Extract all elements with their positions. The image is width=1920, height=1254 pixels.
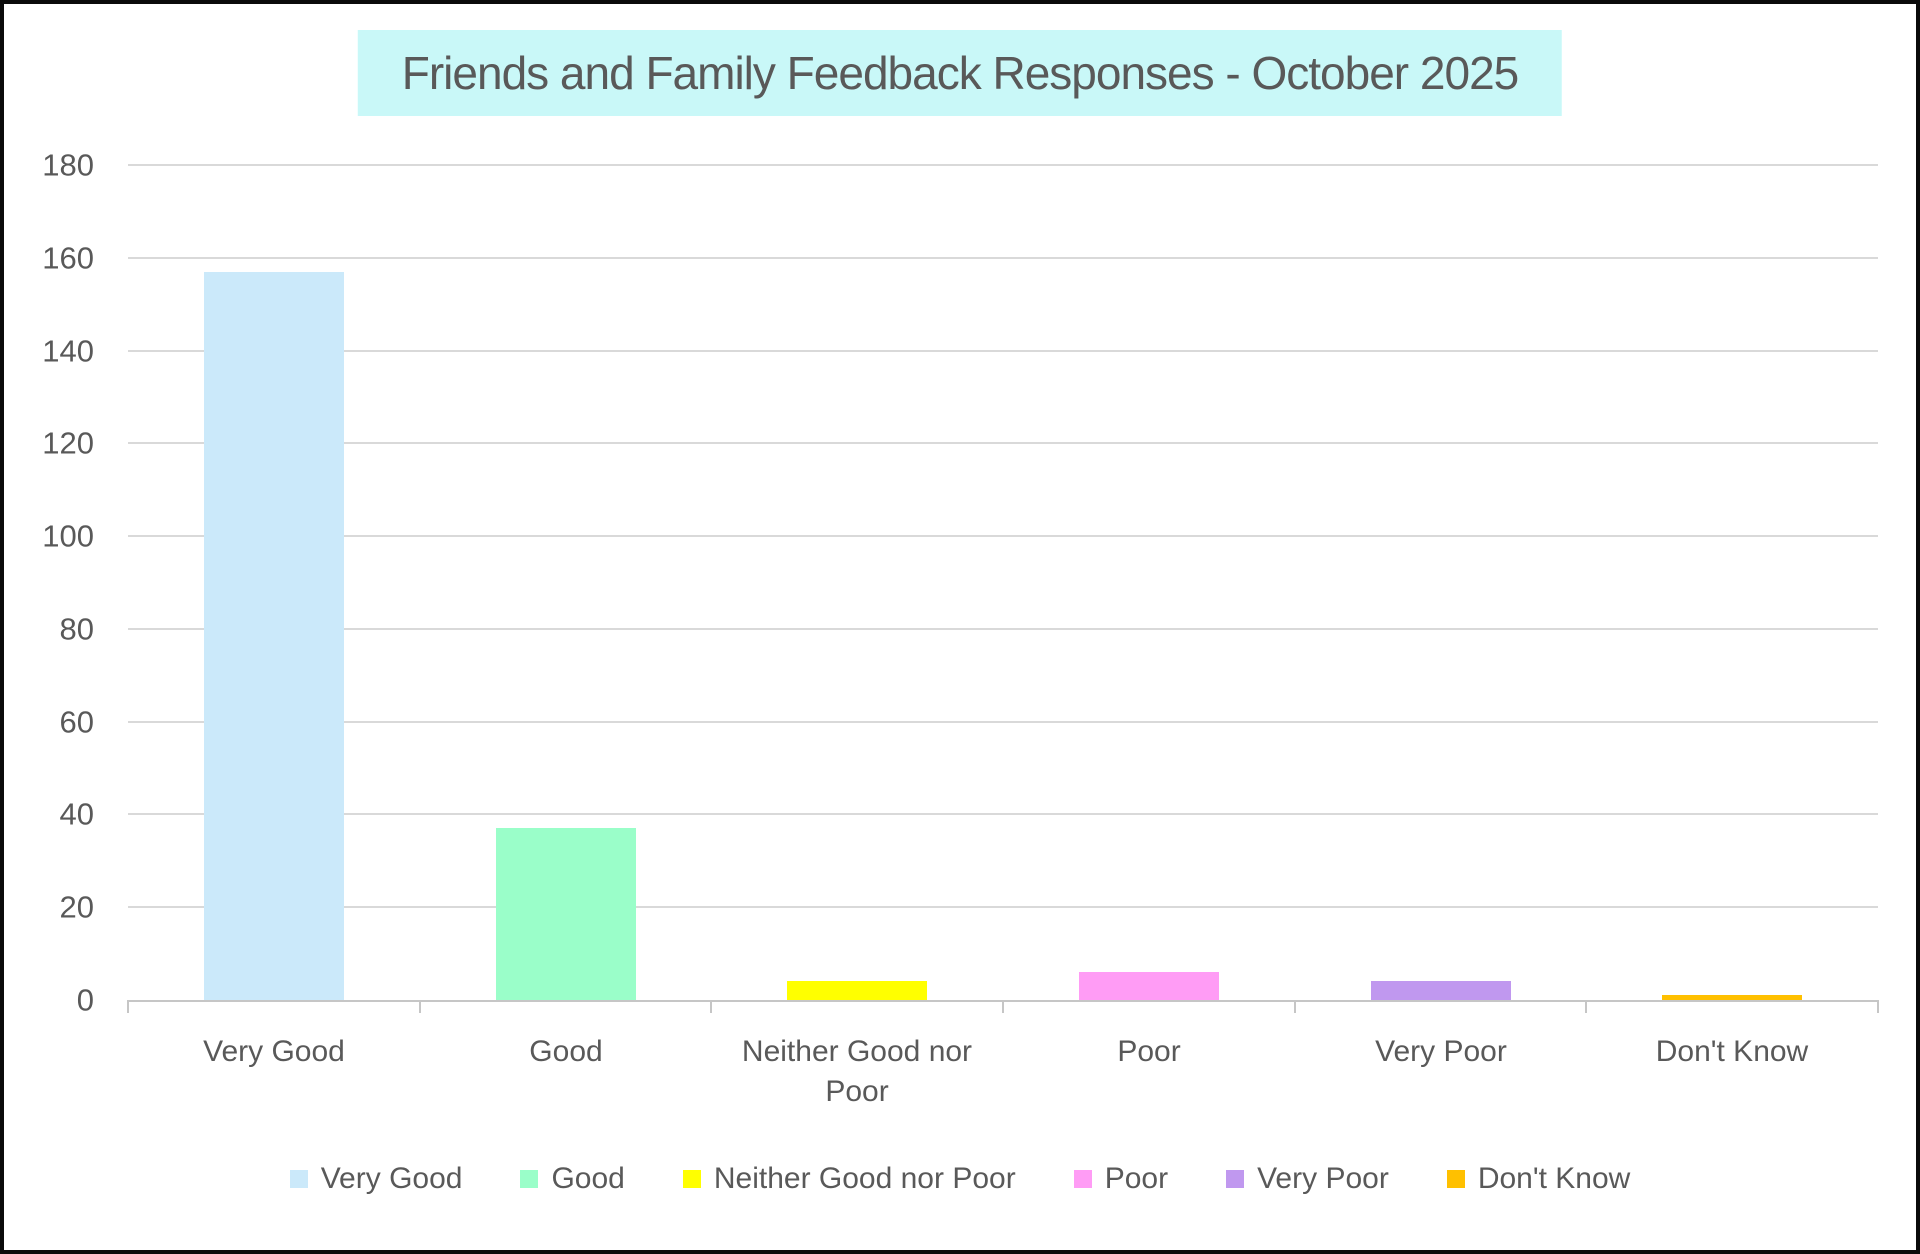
x-category-label-very-good: Very Good — [203, 1035, 345, 1068]
gridline-40 — [128, 813, 1878, 816]
legend-label: Neither Good nor Poor — [713, 1162, 1016, 1195]
gridline-80 — [128, 627, 1878, 630]
legend-swatch-icon — [1226, 1170, 1245, 1188]
legend-item-don-t-know: Don't Know — [1446, 1162, 1631, 1196]
x-axis-tick — [127, 1000, 129, 1013]
gridline-60 — [128, 720, 1878, 723]
y-tick-label-60: 60 — [59, 704, 94, 740]
legend-label: Very Poor — [1257, 1162, 1389, 1195]
gridline-120 — [128, 442, 1878, 445]
chart-title: Friends and Family Feedback Responses - … — [357, 30, 1563, 116]
bar-very-good — [204, 272, 344, 1000]
y-tick-label-80: 80 — [59, 611, 94, 647]
gridline-140 — [128, 349, 1878, 352]
legend-item-very-good: Very Good — [289, 1162, 463, 1196]
x-axis-tick — [710, 1000, 712, 1013]
y-tick-label-140: 140 — [42, 333, 94, 369]
legend-label: Poor — [1104, 1162, 1169, 1195]
y-tick-label-100: 100 — [42, 518, 94, 554]
legend-swatch-icon — [1446, 1170, 1465, 1188]
x-axis-tick — [1002, 1000, 1004, 1013]
gridline-180 — [128, 164, 1878, 166]
y-tick-label-180: 180 — [42, 147, 94, 183]
gridline-160 — [128, 256, 1878, 259]
chart-canvas: Friends and Family Feedback Responses - … — [4, 4, 1916, 1250]
y-tick-label-120: 120 — [42, 425, 94, 461]
x-category-label-very-poor: Very Poor — [1375, 1035, 1507, 1068]
legend-item-poor: Poor — [1073, 1162, 1169, 1196]
y-tick-label-0: 0 — [76, 982, 94, 1018]
y-tick-label-40: 40 — [59, 796, 94, 832]
legend-swatch-icon — [682, 1170, 701, 1188]
legend-label: Very Good — [320, 1162, 463, 1195]
x-axis-tick — [419, 1000, 421, 1013]
x-category-label-neither-good-nor-poor: Neither Good nor Poor — [741, 1035, 973, 1108]
gridline-20 — [128, 906, 1878, 909]
bar-very-poor — [1371, 981, 1511, 1000]
x-category-label-poor: Poor — [1117, 1035, 1181, 1068]
legend: Very Good Good Neither Good nor Poor Poor Ve… — [4, 1162, 1916, 1196]
y-tick-label-160: 160 — [42, 240, 94, 276]
legend-label: Good — [551, 1162, 625, 1195]
legend-item-neither-good-nor-poor: Neither Good nor Poor — [682, 1162, 1016, 1196]
legend-label: Don't Know — [1477, 1162, 1631, 1195]
bar-neither-good-nor-poor — [787, 981, 927, 1000]
bar-don-t-know — [1662, 995, 1802, 1000]
x-axis-tick — [1877, 1000, 1879, 1013]
x-axis-tick — [1294, 1000, 1296, 1013]
x-category-label-good: Good — [529, 1035, 603, 1068]
legend-swatch-icon — [520, 1170, 539, 1188]
x-category-label-don-t-know: Don't Know — [1655, 1035, 1809, 1068]
gridline-100 — [128, 535, 1878, 538]
plot-area — [127, 164, 1879, 1014]
x-axis-tick — [1585, 1000, 1587, 1013]
legend-item-good: Good — [520, 1162, 625, 1196]
legend-swatch-icon — [1073, 1170, 1092, 1188]
y-tick-label-20: 20 — [59, 889, 94, 925]
bar-good — [496, 828, 636, 1000]
legend-item-very-poor: Very Poor — [1226, 1162, 1389, 1196]
legend-swatch-icon — [289, 1170, 308, 1188]
bar-poor — [1079, 972, 1219, 1000]
